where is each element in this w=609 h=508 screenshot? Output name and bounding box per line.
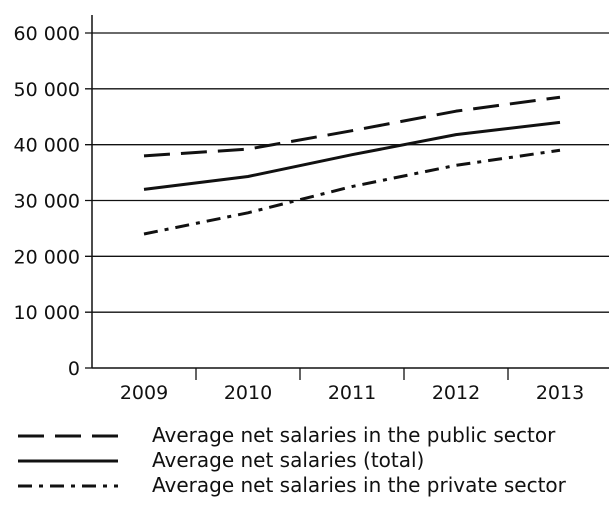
legend-label-private: Average net salaries in the private sect…	[152, 473, 567, 497]
legend: Average net salaries in the public secto…	[18, 423, 567, 497]
y-tick-label: 40 000	[14, 135, 80, 157]
y-tick-label: 50 000	[14, 79, 80, 101]
x-tick-labels: 2009 2010 2011 2012 2013	[120, 368, 584, 404]
series-lines	[143, 95, 561, 236]
x-tick-label: 2010	[224, 382, 272, 404]
y-tick-label: 20 000	[14, 246, 80, 268]
y-tick-labels: 0 10 000 20 000 30 000 40 000 50 000 60 000	[14, 23, 80, 380]
legend-label-total: Average net salaries (total)	[152, 448, 424, 472]
y-tick-label: 60 000	[14, 23, 80, 45]
series-line-public	[143, 95, 561, 158]
x-tick-label: 2012	[432, 382, 480, 404]
series-line-total	[143, 120, 561, 191]
x-tick-label: 2009	[120, 382, 168, 404]
y-tick-label: 30 000	[14, 191, 80, 213]
x-tick-label: 2011	[328, 382, 376, 404]
x-tick-label: 2013	[536, 382, 584, 404]
series-line-private	[143, 148, 561, 236]
y-tick-label: 10 000	[14, 302, 80, 324]
axes	[91, 15, 609, 369]
y-tick-label: 0	[68, 358, 80, 380]
gridlines	[85, 32, 609, 369]
legend-label-public: Average net salaries in the public secto…	[152, 423, 556, 447]
